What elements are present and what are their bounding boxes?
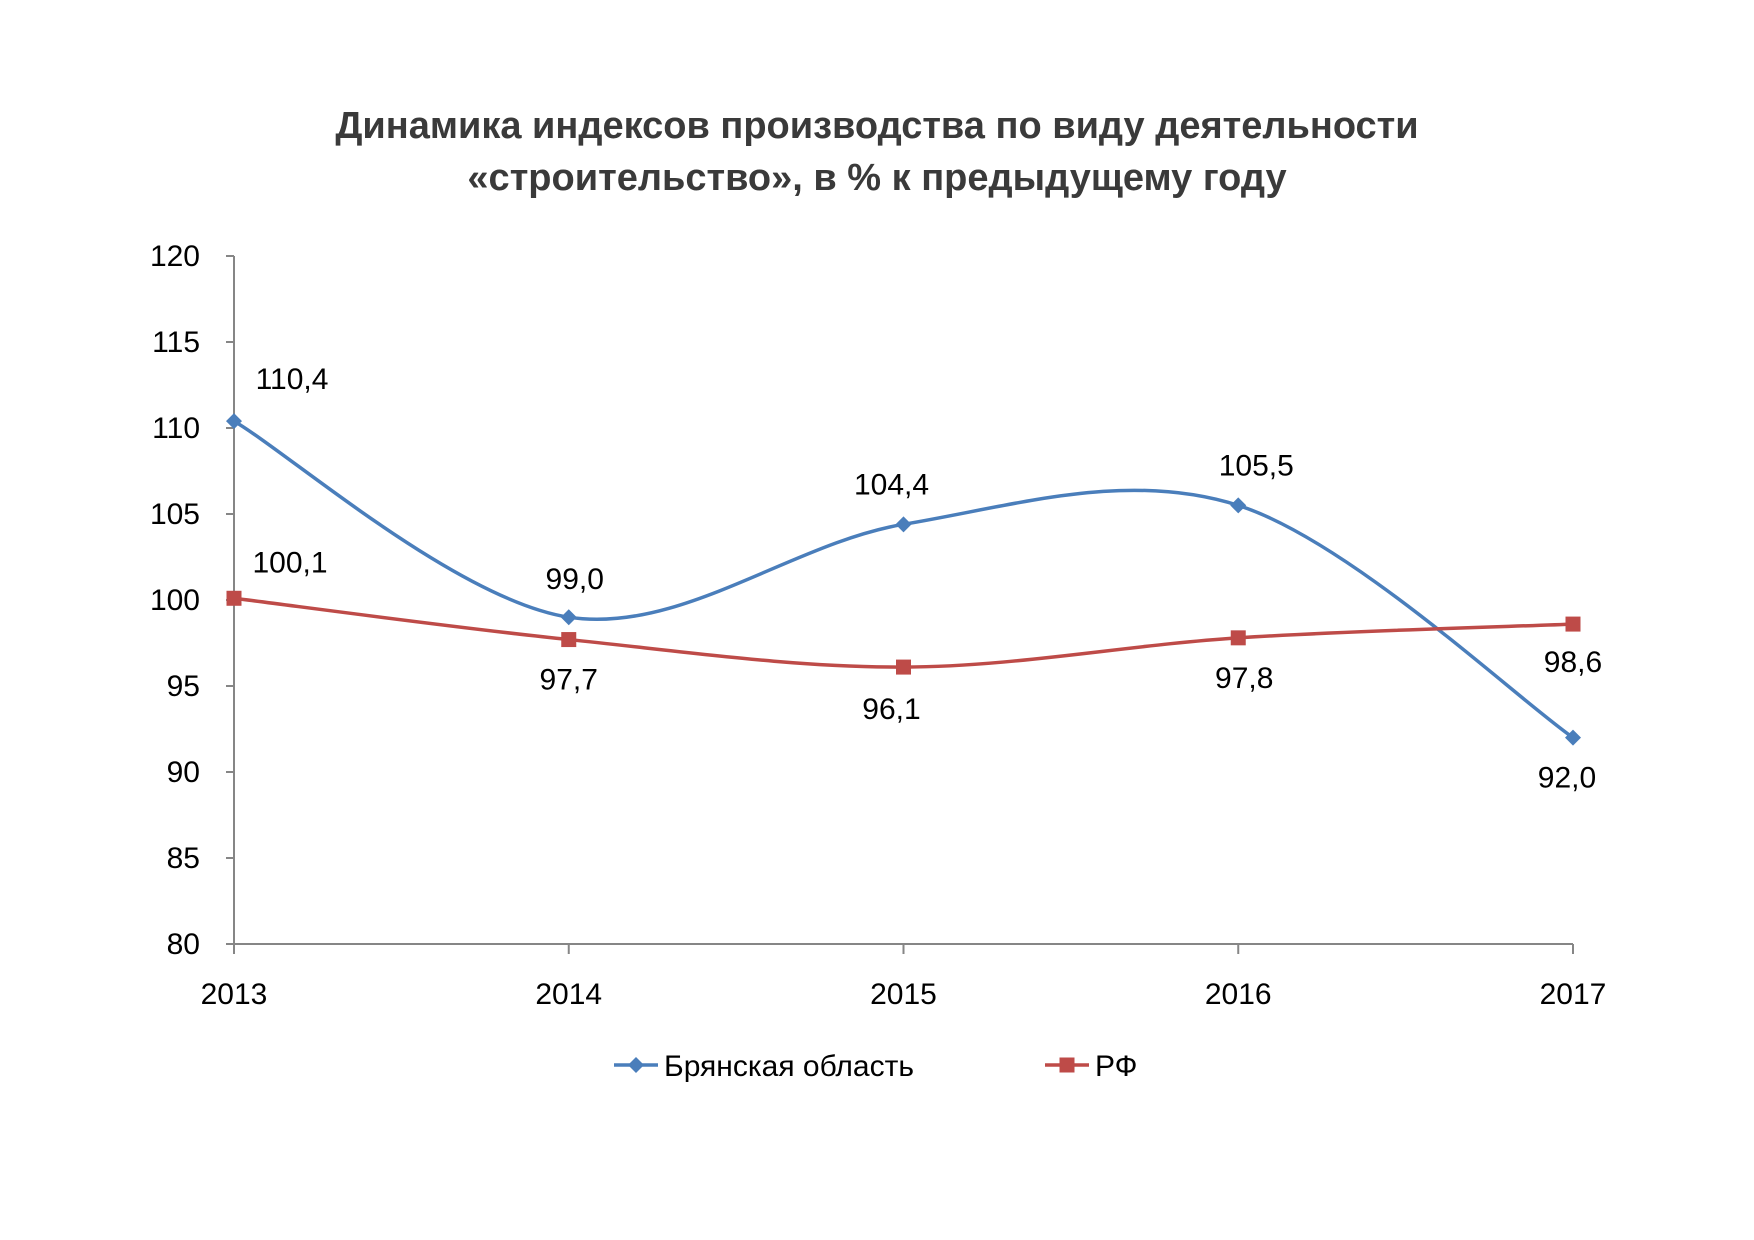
axes: 80 85 90 95 100 105 110 115 120 2013 2014 2015 2016 2… [150,240,1606,1011]
data-labels: 110,4 99,0 104,4 105,5 92,0 100,1 97,7 96,1 97,8… [252,363,1602,794]
data-point-bryansk [560,609,577,626]
data-label-bryansk: 110,4 [256,363,329,396]
chart-title-line-1: Динамика индексов производства по виду д… [335,105,1419,147]
y-tick-label: 120 [150,240,200,273]
data-label-rf: 96,1 [862,693,920,726]
legend-label: Брянская область [664,1050,914,1083]
data-label-rf: 98,6 [1544,646,1602,679]
data-label-rf: 97,7 [540,664,598,697]
data-label-bryansk: 92,0 [1538,762,1596,795]
data-label-rf: 100,1 [252,546,327,579]
data-label-rf: 97,8 [1215,662,1273,695]
y-tick-label: 100 [150,584,200,617]
y-tick-label: 95 [167,670,200,703]
data-point-bryansk [1565,729,1581,746]
y-tick-label: 115 [152,326,200,359]
chart-title: Динамика индексов производства по виду д… [0,100,1754,204]
legend-marker [628,1057,644,1073]
x-tick-label: 2013 [201,978,268,1011]
legend: Брянская область РФ [614,1050,1137,1083]
x-tick-label: 2014 [535,978,602,1011]
chart-title-line-2: «строительство», в % к предыдущему году [467,157,1287,199]
data-label-bryansk: 104,4 [854,468,929,501]
y-tick-label: 105 [150,498,200,531]
data-point-bryansk [1230,497,1247,514]
data-point-rf [1230,630,1246,646]
y-tick-label: 110 [152,412,200,445]
data-point-rf [1565,616,1581,632]
y-tick-label: 90 [167,756,200,789]
x-tick-label: 2016 [1205,978,1272,1011]
series-line-rf [233,596,1574,669]
data-point-rf [226,590,242,606]
legend-item-bryansk: Брянская область [614,1050,914,1083]
y-tick-label: 85 [167,842,200,875]
legend-marker [1059,1057,1075,1073]
data-label-bryansk: 105,5 [1219,449,1294,482]
legend-label: РФ [1095,1050,1137,1083]
data-point-bryansk [226,413,242,430]
data-label-bryansk: 99,0 [546,563,604,596]
y-tick-label: 80 [167,928,200,961]
x-tick-label: 2017 [1540,978,1607,1011]
x-tick-label: 2015 [870,978,937,1011]
data-point-rf [896,659,911,675]
data-point-rf [561,632,577,648]
series-layer [226,413,1581,746]
legend-item-rf: РФ [1045,1050,1137,1083]
data-point-bryansk [895,516,912,533]
